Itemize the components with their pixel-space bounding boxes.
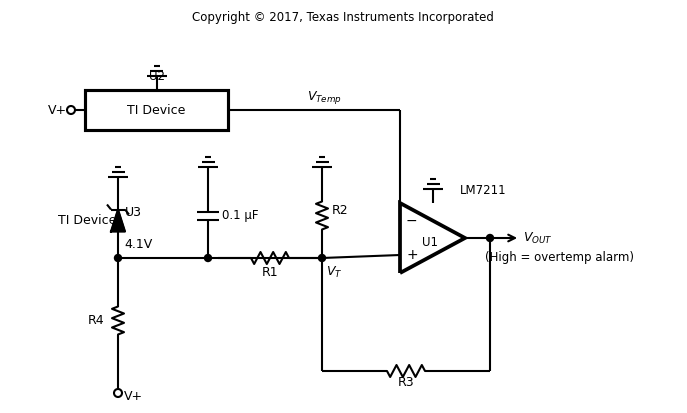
Circle shape	[205, 254, 212, 261]
Text: V+: V+	[124, 389, 143, 403]
Text: LM7211: LM7211	[460, 185, 506, 197]
Text: $V_T$: $V_T$	[326, 264, 343, 280]
Text: −: −	[406, 214, 418, 228]
Text: TI Device: TI Device	[58, 214, 116, 227]
Text: R1: R1	[262, 266, 278, 278]
Text: (High = overtemp alarm): (High = overtemp alarm)	[485, 252, 634, 264]
Polygon shape	[111, 209, 125, 232]
Text: V+: V+	[48, 104, 67, 116]
Text: TI Device: TI Device	[127, 104, 185, 116]
Text: R2: R2	[332, 204, 348, 217]
Text: U1: U1	[422, 237, 438, 249]
Text: U3: U3	[125, 206, 142, 219]
Text: U2: U2	[148, 71, 164, 83]
Circle shape	[115, 254, 122, 261]
Text: 0.1 μF: 0.1 μF	[222, 209, 258, 222]
Text: $V_{Temp}$: $V_{Temp}$	[306, 90, 341, 107]
Circle shape	[319, 254, 326, 261]
Bar	[85, 90, 228, 130]
Text: +: +	[406, 248, 418, 262]
Text: R4: R4	[87, 314, 104, 327]
Circle shape	[486, 235, 493, 242]
Text: Copyright © 2017, Texas Instruments Incorporated: Copyright © 2017, Texas Instruments Inco…	[192, 12, 494, 24]
Text: 4.1V: 4.1V	[124, 237, 153, 251]
Text: $V_{OUT}$: $V_{OUT}$	[523, 230, 553, 246]
Text: R3: R3	[398, 377, 414, 389]
